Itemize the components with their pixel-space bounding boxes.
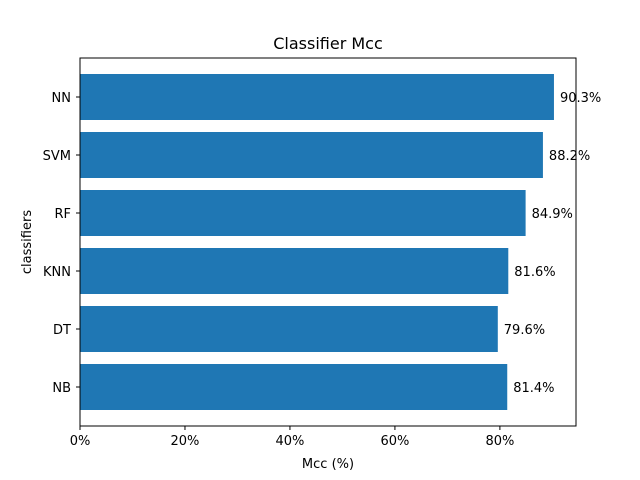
y-tick-label: NN [52,91,71,106]
y-tick-label: NB [52,381,71,396]
data-label: 81.6% [514,265,555,280]
y-axis-label: classifiers [20,210,35,274]
x-axis: 0% 20% 40% 60% 80% [70,426,514,449]
bars [80,74,554,410]
bar [80,364,508,410]
x-tick-label: 80% [485,434,514,449]
y-tick-label: KNN [43,265,71,280]
data-label: 90.3% [560,91,601,106]
chart-title: Classifier Mcc [273,34,383,53]
bar [80,248,509,294]
bar [80,190,526,236]
bar [80,306,498,352]
data-label: 79.6% [504,323,545,338]
y-tick-label: RF [54,207,71,222]
data-label: 84.9% [532,207,573,222]
x-tick-label: 40% [275,434,304,449]
data-label: 88.2% [549,149,590,164]
y-tick-label: SVM [43,149,71,164]
data-label: 81.4% [513,381,554,396]
y-tick-label: DT [53,323,71,338]
x-tick-label: 60% [380,434,409,449]
bar [80,74,554,120]
bar [80,132,543,178]
x-tick-label: 20% [171,434,200,449]
data-labels: 90.3% 88.2% 84.9% 81.6% 79.6% 81.4% [504,91,601,396]
x-tick-label: 0% [70,434,91,449]
x-axis-label: Mcc (%) [302,457,354,472]
y-axis: NN SVM RF KNN DT NB [43,91,80,396]
plot-frame [79,57,577,427]
